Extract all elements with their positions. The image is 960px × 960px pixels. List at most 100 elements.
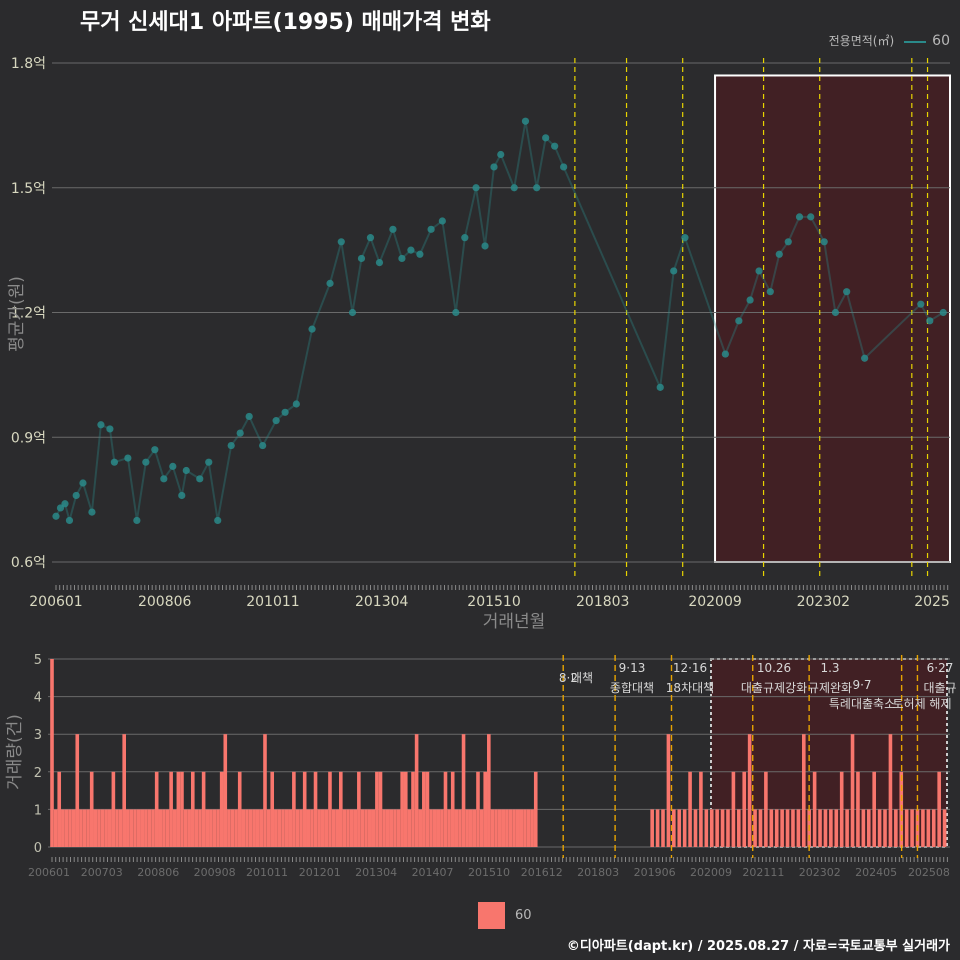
volume-bar	[704, 809, 709, 847]
volume-bar	[335, 809, 339, 847]
price-point	[97, 421, 105, 429]
volume-bar	[147, 809, 152, 847]
price-point	[205, 458, 213, 466]
volume-bar	[856, 771, 860, 847]
footer-credit: ©디아파트(dapt.kr) / 2025.08.27 / 자료=국토교통부 실…	[566, 939, 950, 954]
volume-bar	[389, 809, 394, 847]
volume-bar	[742, 771, 747, 847]
price-point	[917, 300, 925, 308]
volume-bar	[385, 809, 390, 847]
volume-bar	[255, 809, 260, 847]
volume-bar	[468, 809, 473, 847]
volume-bar	[904, 809, 909, 847]
price-point	[452, 308, 460, 317]
volume-bar	[241, 809, 246, 847]
volume-bar	[494, 809, 498, 847]
volume-bar	[97, 809, 101, 847]
x-tick-label: 201612	[521, 866, 563, 879]
volume-bar	[176, 771, 181, 847]
volume-bar	[699, 771, 703, 847]
volume-bar	[194, 809, 199, 847]
volume-bar	[785, 809, 790, 847]
volume-bar	[479, 809, 484, 847]
volume-bar	[910, 809, 914, 847]
volume-bar	[126, 809, 130, 847]
volume-bar	[82, 809, 87, 847]
volume-bar	[872, 771, 876, 847]
x-tick-label: 202302	[797, 594, 850, 610]
volume-bar	[118, 809, 123, 847]
volume-bar	[780, 809, 784, 847]
volume-bar	[393, 809, 397, 847]
price-point	[178, 491, 186, 500]
volume-bar	[877, 809, 882, 847]
x-tick-label: 202405	[855, 866, 897, 879]
volume-bar	[519, 809, 524, 847]
x-tick-label: 202111	[742, 866, 784, 879]
price-point	[106, 425, 114, 433]
volume-bar	[111, 771, 116, 847]
price-point	[151, 446, 159, 454]
price-point	[348, 308, 357, 317]
legend-top: 전용면적(㎡) 60	[829, 32, 950, 49]
price-point	[272, 417, 280, 425]
volume-bar	[64, 809, 69, 847]
volume-bar	[68, 809, 72, 847]
price-point	[746, 296, 754, 304]
price-point	[236, 429, 244, 437]
x-tick-label: 201510	[467, 594, 520, 610]
x-tick-label: 201803	[577, 866, 619, 879]
price-point	[490, 163, 498, 171]
volume-bar	[443, 771, 448, 847]
volume-bar	[364, 809, 368, 847]
volume-bar	[230, 809, 235, 847]
volume-bar	[861, 809, 866, 847]
volume-bar	[677, 809, 682, 847]
price-point	[861, 354, 869, 362]
price-point	[438, 217, 446, 225]
legend-top-value: 60	[932, 33, 950, 49]
volume-bar	[75, 734, 80, 847]
volume-bar	[850, 734, 855, 847]
volume-bar	[942, 809, 947, 847]
price-point	[142, 458, 150, 466]
y-tick-label: 4	[34, 691, 42, 706]
volume-bar	[100, 809, 105, 847]
volume-bar	[396, 809, 401, 847]
y-tick-label: 1.2억	[11, 306, 46, 322]
price-point	[766, 288, 774, 296]
y-tick-label: 3	[34, 728, 42, 743]
x-tick-label: 200601	[28, 866, 70, 879]
y-tick-label: 2	[34, 766, 42, 781]
volume-bar	[791, 809, 795, 847]
volume-bar	[223, 734, 228, 847]
volume-bar	[53, 809, 58, 847]
volume-bar	[454, 809, 459, 847]
volume-bar	[661, 809, 665, 847]
x-tick-label: 201304	[355, 866, 397, 879]
volume-bar	[382, 809, 386, 847]
volume-bar	[465, 809, 469, 847]
volume-bar	[432, 809, 437, 847]
volume-bar	[425, 771, 430, 847]
volume-bar	[266, 809, 271, 847]
volume-bar	[183, 809, 188, 847]
volume-bar	[921, 809, 925, 847]
annotation-label: 특례대출축소	[829, 697, 895, 711]
volume-bar	[346, 809, 350, 847]
price-point	[775, 250, 783, 258]
volume-bar	[709, 809, 714, 847]
volume-bar	[801, 734, 806, 847]
volume-bar	[796, 809, 801, 847]
volume-bar	[339, 771, 343, 847]
volume-bar	[331, 809, 336, 847]
x-tick-label: 202302	[799, 866, 841, 879]
volume-bar	[349, 809, 354, 847]
volume-bar	[440, 809, 444, 847]
volume-bar	[158, 809, 163, 847]
volume-bar	[839, 771, 844, 847]
volume-chart: 0 1 2 3 4 5 200601 200703 200806 200908 201011 2012…	[5, 653, 957, 879]
volume-bar	[812, 771, 817, 847]
annotation-date: 12·16	[673, 661, 707, 675]
